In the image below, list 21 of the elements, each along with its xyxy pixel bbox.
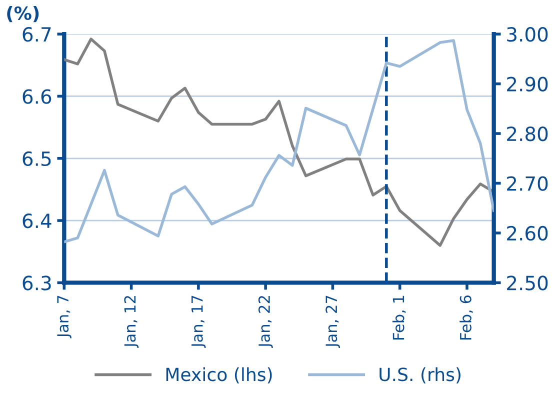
y2-tick-label: 2.90 [507,76,548,92]
x-tick-label: Feb, 1 [392,296,406,340]
x-tick-label: Jan, 27 [326,296,340,348]
y2-tick-label: 3.00 [507,27,548,42]
chart-title: (%) [7,6,39,22]
y2-tick-label: 2.80 [507,126,548,142]
y-tick-label: 6.6 [22,89,52,104]
x-tick-label: Jan, 12 [124,296,139,348]
y-tick-label: 6.3 [22,276,51,290]
x-tick-label: Jan, 7 [57,296,72,338]
x-tick-label: Jan, 17 [192,296,206,348]
legend-label: Mexico (lhs) [166,367,272,384]
y-tick-label: 6.4 [22,214,52,228]
y2-tick-label: 2.50 [507,276,548,290]
y-tick-label: 6.5 [22,151,51,166]
y2-tick-label: 2.60 [507,226,548,241]
y-tick-label: 6.7 [22,27,51,42]
y2-tick-label: 2.70 [507,176,548,191]
legend-label: U.S. (rhs) [380,367,460,384]
x-tick-label: Jan, 22 [258,296,273,348]
x-tick-label: Feb, 6 [460,295,473,340]
